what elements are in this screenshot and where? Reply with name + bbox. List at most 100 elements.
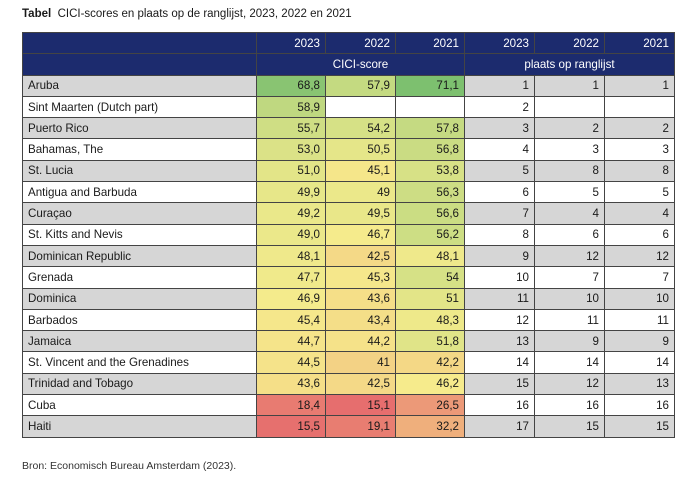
rank-cell: 15 (534, 415, 605, 438)
rank-cell: 3 (604, 138, 675, 161)
score-cell: 53,8 (395, 159, 465, 183)
rank-cell: 7 (534, 266, 605, 289)
rank-cell (604, 95, 675, 119)
score-cell: 49,0 (256, 223, 326, 246)
caption-label: Tabel (22, 8, 52, 20)
rank-cell: 8 (464, 223, 535, 246)
rank-cell: 7 (604, 266, 675, 289)
score-cell: 50,5 (325, 138, 396, 161)
score-cell: 44,7 (256, 330, 326, 353)
rank-cell: 12 (534, 372, 605, 396)
header-score-year-2021: 2021 (395, 31, 465, 55)
rank-cell: 12 (604, 244, 675, 268)
country-cell: Trinidad and Tobago (22, 372, 257, 396)
rank-cell: 5 (534, 181, 605, 204)
score-cell: 53,0 (256, 138, 326, 161)
score-cell: 18,4 (256, 394, 326, 417)
score-cell: 32,2 (395, 415, 465, 438)
rank-cell: 12 (464, 308, 535, 332)
score-cell: 49,9 (256, 181, 326, 204)
country-cell: Dominica (22, 287, 257, 310)
score-cell: 54 (395, 266, 465, 289)
score-cell: 19,1 (325, 415, 396, 438)
rank-cell: 9 (604, 330, 675, 353)
rank-cell: 3 (534, 138, 605, 161)
rank-cell: 10 (464, 266, 535, 289)
table-caption: Tabel CICI-scores en plaats op de rangli… (22, 8, 352, 20)
score-cell: 51 (395, 287, 465, 310)
header-group-rank: plaats op ranglijst (464, 53, 675, 76)
table-row: Dominican Republic 48,1 42,5 48,1 9 12 12 (22, 244, 675, 268)
table-row: Trinidad and Tobago 43,6 42,5 46,2 15 12 13 (22, 372, 675, 396)
rank-cell: 13 (604, 372, 675, 396)
rank-cell: 4 (464, 138, 535, 161)
score-cell: 48,3 (395, 308, 465, 332)
rank-cell: 4 (604, 202, 675, 225)
score-cell: 56,8 (395, 138, 465, 161)
table-row: St. Lucia 51,0 45,1 53,8 5 8 8 (22, 159, 675, 183)
country-cell: Curaçao (22, 202, 257, 225)
score-cell: 68,8 (256, 74, 326, 97)
rank-cell: 1 (464, 74, 535, 97)
rank-cell: 15 (464, 372, 535, 396)
source-note: Bron: Economisch Bureau Amsterdam (2023)… (22, 460, 237, 472)
country-cell: St. Lucia (22, 159, 257, 183)
rank-cell: 10 (534, 287, 605, 310)
rank-cell: 3 (464, 117, 535, 140)
score-cell: 46,2 (395, 372, 465, 396)
rank-cell: 14 (464, 351, 535, 374)
caption-text: CICI-scores en plaats op de ranglijst, 2… (57, 8, 352, 20)
score-cell: 57,8 (395, 117, 465, 140)
score-cell: 49 (325, 181, 396, 204)
score-cell: 43,6 (325, 287, 396, 310)
score-cell: 56,6 (395, 202, 465, 225)
header-rank-year-2022: 2022 (534, 31, 605, 55)
country-cell: Grenada (22, 266, 257, 289)
table-row: Antigua and Barbuda 49,9 49 56,3 6 5 5 (22, 181, 675, 204)
rank-cell: 1 (534, 74, 605, 97)
table-row: Dominica 46,9 43,6 51 11 10 10 (22, 287, 675, 310)
score-cell: 44,2 (325, 330, 396, 353)
score-cell: 47,7 (256, 266, 326, 289)
header-empty-cell (22, 31, 257, 55)
header-empty-cell (22, 53, 257, 76)
score-cell: 48,1 (395, 244, 465, 268)
score-cell: 42,5 (325, 372, 396, 396)
rank-cell: 14 (534, 351, 605, 374)
rank-cell: 11 (604, 308, 675, 332)
rank-cell: 4 (534, 202, 605, 225)
score-cell: 51,0 (256, 159, 326, 183)
table-row: St. Vincent and the Grenadines 44,5 41 42,2… (22, 351, 675, 374)
rank-cell: 12 (534, 244, 605, 268)
score-cell: 26,5 (395, 394, 465, 417)
header-group-score: CICI-score (256, 53, 465, 76)
table-row: Grenada 47,7 45,3 54 10 7 7 (22, 266, 675, 289)
header-groups-row: CICI-score plaats op ranglijst (22, 53, 675, 76)
rank-cell: 2 (464, 95, 535, 119)
rank-cell: 16 (534, 394, 605, 417)
score-cell: 45,1 (325, 159, 396, 183)
rank-cell: 6 (534, 223, 605, 246)
rank-cell: 5 (464, 159, 535, 183)
country-cell: Sint Maarten (Dutch part) (22, 95, 257, 119)
score-cell: 48,1 (256, 244, 326, 268)
table-row: Sint Maarten (Dutch part) 58,9 2 (22, 95, 675, 119)
cici-table: 2023 2022 2021 2023 2022 2021 CICI-score… (22, 31, 675, 438)
score-cell: 42,5 (325, 244, 396, 268)
rank-cell: 11 (464, 287, 535, 310)
score-cell: 49,5 (325, 202, 396, 225)
rank-cell: 5 (604, 181, 675, 204)
score-cell: 54,2 (325, 117, 396, 140)
country-cell: Dominican Republic (22, 244, 257, 268)
rank-cell: 9 (534, 330, 605, 353)
score-cell: 57,9 (325, 74, 396, 97)
country-cell: Aruba (22, 74, 257, 97)
country-cell: Barbados (22, 308, 257, 332)
score-cell: 56,2 (395, 223, 465, 246)
rank-cell: 2 (604, 117, 675, 140)
score-cell (325, 95, 396, 119)
rank-cell: 14 (604, 351, 675, 374)
country-cell: Puerto Rico (22, 117, 257, 140)
rank-cell: 13 (464, 330, 535, 353)
country-cell: St. Kitts and Nevis (22, 223, 257, 246)
